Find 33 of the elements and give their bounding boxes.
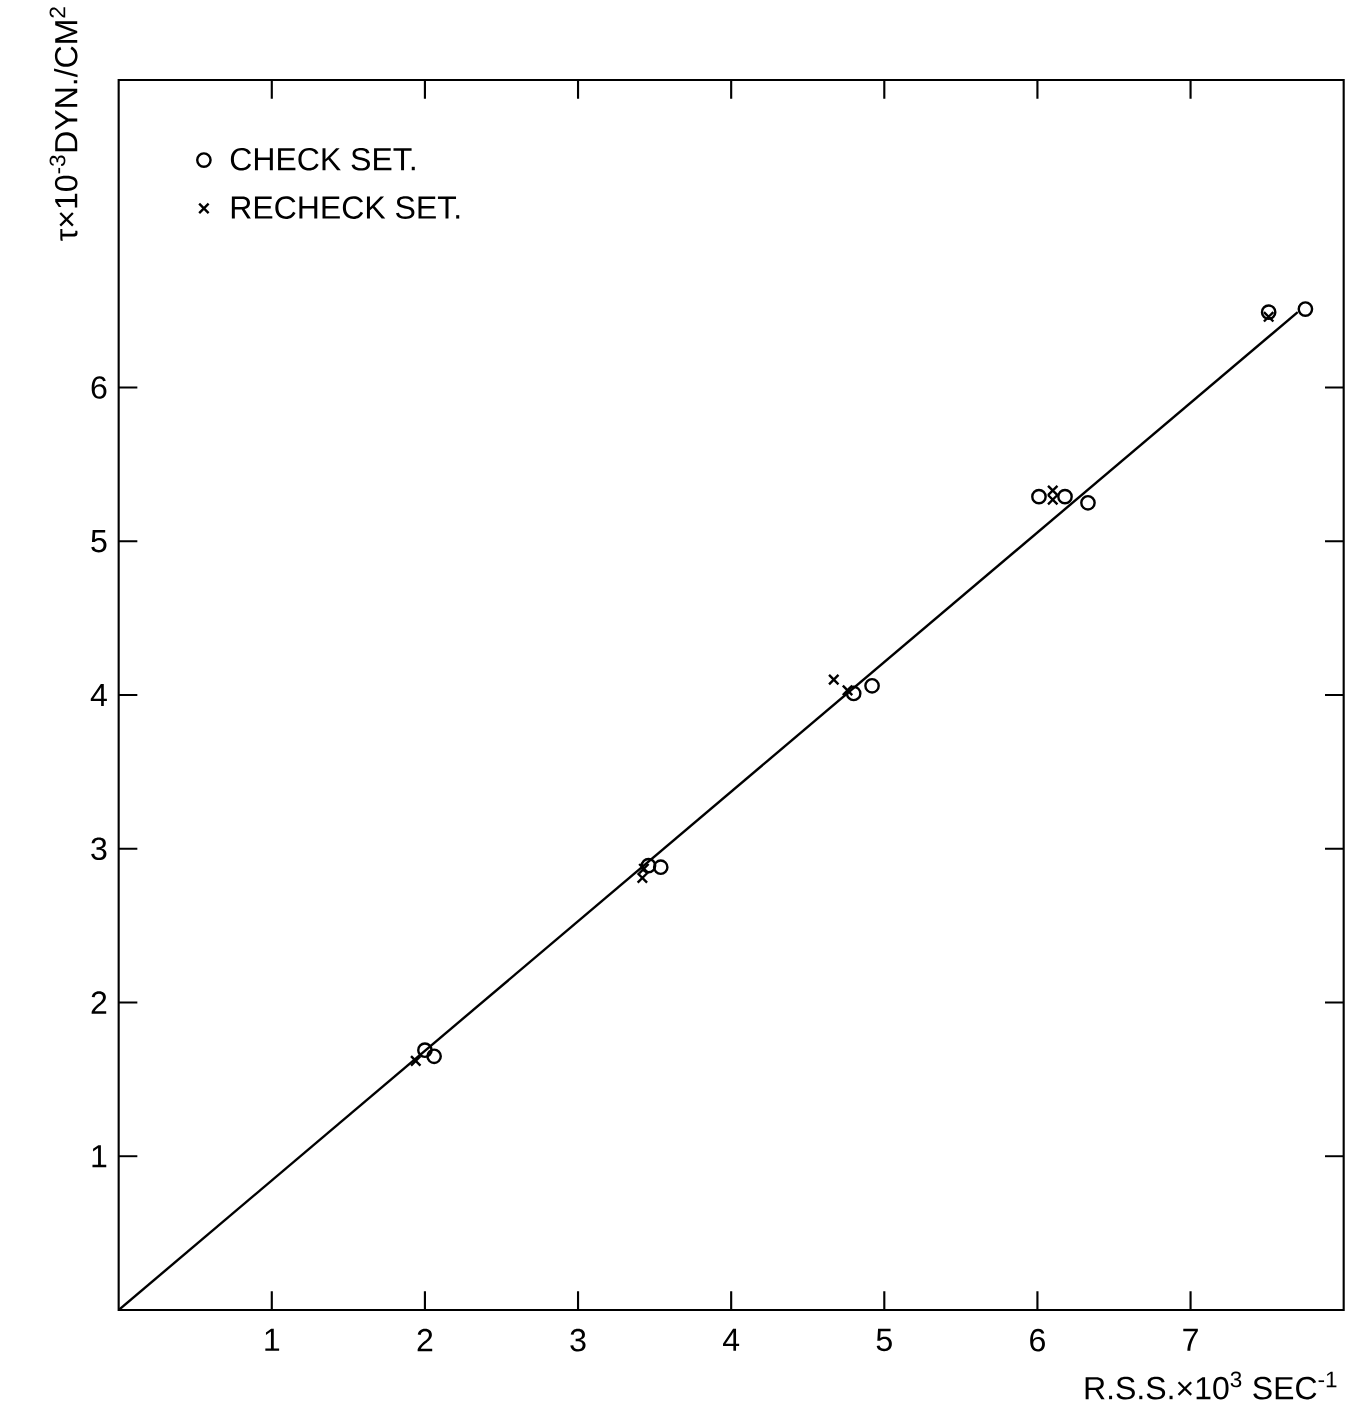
point	[841, 684, 854, 697]
point	[417, 1042, 433, 1059]
y-tick-label: 3	[91, 837, 107, 861]
point	[1297, 301, 1314, 317]
legend-label: RECHECK SET.	[231, 196, 460, 219]
x-tick-label: 2	[417, 1328, 433, 1352]
point	[827, 673, 840, 686]
point	[640, 857, 657, 874]
x-tick-label: 6	[1030, 1328, 1045, 1352]
point	[652, 859, 669, 876]
x-tick-label: 3	[570, 1328, 586, 1352]
x-axis-title: R.S.S.×10$^{3}$ SEC$^{-1}$	[1085, 1371, 1337, 1400]
point	[637, 862, 650, 875]
point	[636, 872, 649, 884]
y-tick-label: 4	[90, 683, 107, 706]
y-tick-label: 5	[91, 530, 107, 553]
point	[845, 685, 862, 702]
x-tick-label: 1	[265, 1328, 280, 1351]
legend-label: CHECK SET.	[230, 147, 415, 171]
point	[409, 1055, 422, 1067]
point	[1260, 304, 1277, 321]
point	[426, 1048, 442, 1065]
y-tick-label: 2	[91, 991, 107, 1014]
point	[1262, 310, 1275, 323]
point	[1080, 494, 1096, 511]
x-tick-label: 5	[876, 1328, 892, 1352]
point	[1057, 488, 1073, 505]
y-tick-label: 1	[92, 1145, 107, 1168]
x-tick-label: 4	[723, 1328, 740, 1351]
x-tick-label: 7	[1183, 1328, 1198, 1351]
y-tick-label: 6	[91, 376, 107, 399]
point	[864, 677, 880, 694]
y-axis-title: τ×10$^{-3}$DYN./CM$^{2}$	[49, 7, 78, 241]
